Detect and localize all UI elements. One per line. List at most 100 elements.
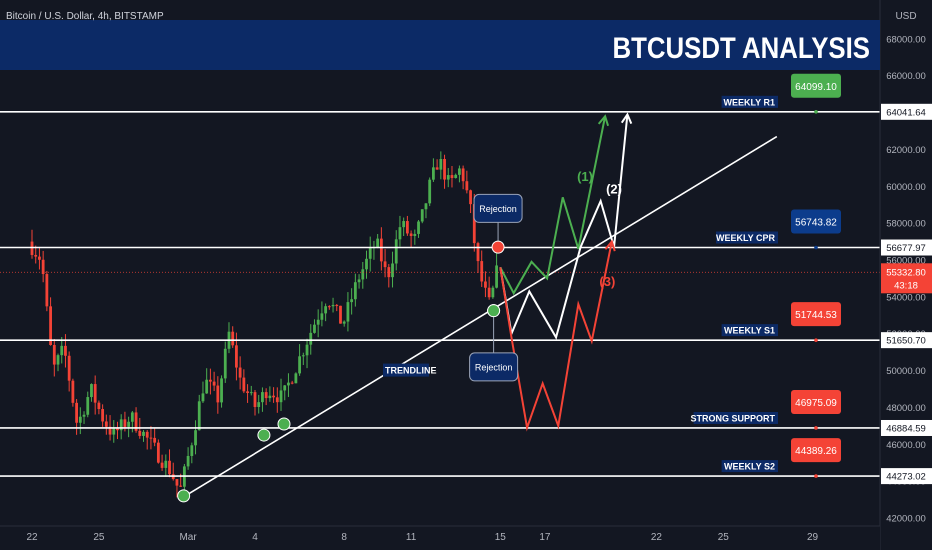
candle-body bbox=[417, 221, 420, 234]
time-axis-bg bbox=[0, 526, 880, 550]
candle-body bbox=[394, 239, 398, 264]
candle-body bbox=[432, 167, 435, 180]
candle-body bbox=[383, 261, 387, 268]
candle-body bbox=[123, 419, 127, 427]
candle-body bbox=[186, 455, 190, 467]
candle-body bbox=[261, 392, 264, 403]
candle-body bbox=[376, 238, 380, 248]
countdown-label: 43:18 bbox=[894, 280, 918, 291]
candle-body bbox=[309, 332, 313, 345]
candle-body bbox=[272, 395, 275, 398]
level-name-label: WEEKLY S2 bbox=[724, 462, 775, 472]
scenario-arrowhead bbox=[597, 114, 610, 127]
rejection-label: Rejection bbox=[479, 204, 517, 214]
trendline-label-bg bbox=[383, 363, 429, 377]
candle-body bbox=[305, 344, 309, 356]
level-badge-pin bbox=[814, 474, 818, 478]
candle-body bbox=[495, 265, 498, 288]
time-tick-label: Mar bbox=[179, 532, 197, 543]
candle-body bbox=[90, 384, 93, 398]
level-badge bbox=[791, 302, 841, 327]
scenario-label: (3) bbox=[599, 274, 615, 289]
rejection-callout bbox=[469, 352, 519, 382]
price-tick-label: 46000.00 bbox=[886, 440, 926, 451]
candle-body bbox=[253, 392, 257, 407]
candle-body bbox=[160, 462, 164, 468]
banner-title: BTCUSDT ANALYSIS bbox=[613, 31, 870, 64]
candle-body bbox=[119, 419, 123, 431]
current-price-label: 55332.80 bbox=[886, 267, 926, 278]
candle-body bbox=[443, 158, 446, 180]
candle-body bbox=[279, 390, 283, 403]
level-name-label: WEEKLY S1 bbox=[724, 326, 775, 336]
candle-body bbox=[67, 355, 71, 381]
candle-body bbox=[238, 367, 242, 378]
level-name-bg bbox=[721, 324, 778, 337]
rejection-marker bbox=[491, 240, 505, 254]
candle-body bbox=[365, 258, 368, 270]
level-badge bbox=[791, 209, 841, 234]
level-name-label: STRONG SUPPORT bbox=[690, 413, 775, 423]
candle-body bbox=[313, 324, 316, 333]
level-badge-value: 56743.82 bbox=[795, 218, 837, 229]
candle-body bbox=[350, 299, 354, 303]
candle-body bbox=[86, 397, 90, 415]
level-price-tag bbox=[881, 468, 932, 485]
candle-body bbox=[454, 174, 458, 178]
level-name-bg bbox=[716, 231, 778, 244]
candle-body bbox=[439, 158, 443, 170]
time-tick-label: 25 bbox=[718, 532, 730, 543]
symbol-label: Bitcoin / U.S. Dollar, 4h, BITSTAMP bbox=[6, 11, 164, 22]
candle-body bbox=[34, 254, 38, 257]
level-price-label: 46884.59 bbox=[886, 423, 926, 434]
level-badge-value: 44389.26 bbox=[795, 446, 837, 457]
trendline-touch-marker bbox=[277, 417, 291, 431]
candle-body bbox=[49, 306, 52, 346]
candle-body bbox=[60, 345, 64, 356]
candle-body bbox=[71, 380, 75, 403]
candle-body bbox=[201, 393, 205, 402]
candle-body bbox=[409, 233, 413, 237]
candle-body bbox=[402, 221, 406, 228]
candle-body bbox=[335, 304, 339, 306]
candle-body bbox=[205, 379, 209, 394]
scenario-arrowhead bbox=[604, 239, 616, 252]
candle-body bbox=[142, 431, 145, 436]
candle-body bbox=[104, 421, 108, 427]
candle-body bbox=[134, 412, 138, 431]
price-tick-label: 58000.00 bbox=[886, 219, 926, 230]
time-tick-label: 29 bbox=[807, 532, 819, 543]
candle-body bbox=[327, 306, 331, 308]
candle-body bbox=[368, 247, 372, 259]
candle-body bbox=[472, 204, 476, 244]
level-badge-value: 46975.09 bbox=[795, 398, 837, 409]
candle-body bbox=[487, 287, 491, 298]
currency-label: USD bbox=[895, 11, 916, 22]
candle-body bbox=[398, 227, 402, 240]
level-price-tag bbox=[881, 419, 932, 436]
candle-body bbox=[78, 416, 82, 423]
candle-body bbox=[339, 305, 342, 324]
candle-body bbox=[145, 431, 149, 438]
candle-body bbox=[476, 243, 480, 262]
price-tick-label: 60000.00 bbox=[886, 182, 926, 193]
trendline-label: TRENDLINE bbox=[385, 366, 437, 376]
price-tick-label: 66000.00 bbox=[886, 71, 926, 82]
candle-body bbox=[190, 445, 194, 456]
level-name-label: WEEKLY CPR bbox=[716, 233, 776, 243]
candle-body bbox=[379, 238, 383, 262]
candle-body bbox=[231, 331, 235, 346]
level-badge bbox=[791, 73, 841, 98]
candle-body bbox=[283, 385, 287, 391]
time-tick-label: 22 bbox=[651, 532, 663, 543]
candle-body bbox=[38, 256, 41, 260]
level-badge-pin bbox=[814, 110, 818, 114]
candle-body bbox=[387, 267, 391, 278]
candle-body bbox=[153, 437, 157, 443]
time-tick-label: 25 bbox=[93, 532, 105, 543]
rejection-callout bbox=[473, 193, 523, 223]
candle-body bbox=[156, 442, 160, 463]
scenario-label: (2) bbox=[606, 182, 622, 197]
